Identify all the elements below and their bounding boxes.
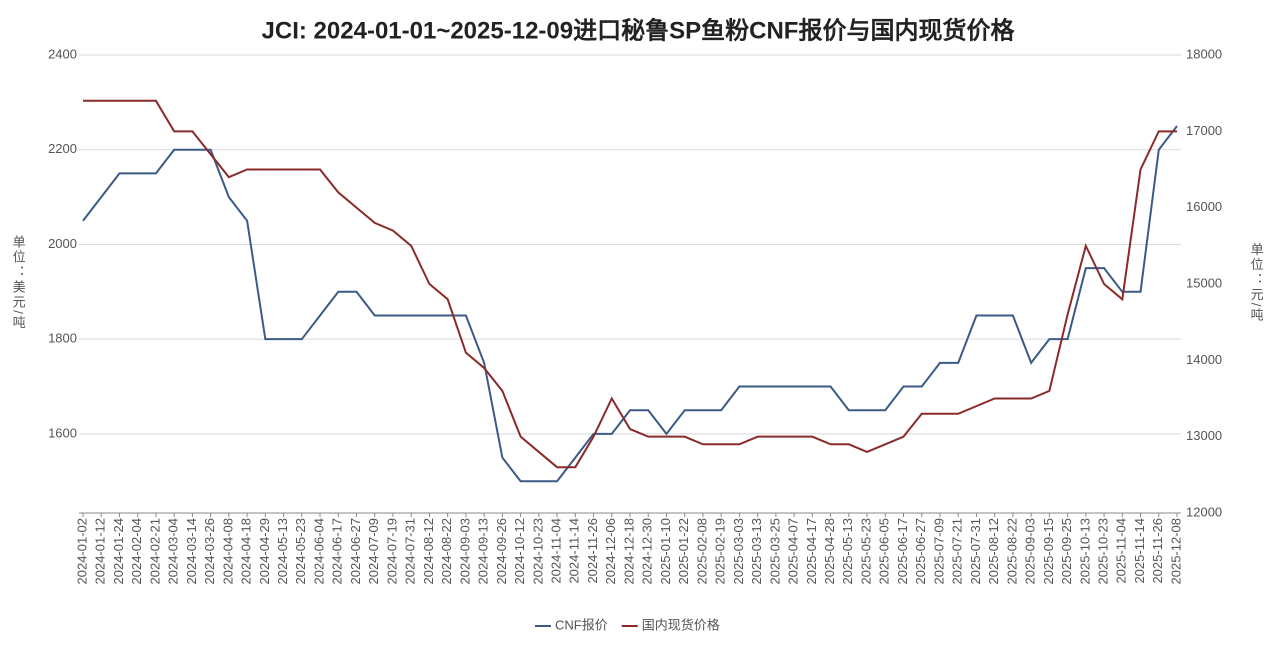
x-tick-label: 2025-07-21 [950, 518, 965, 585]
x-tick-label: 2024-03-04 [166, 518, 181, 585]
x-tick-label: 2025-09-15 [1041, 518, 1056, 585]
x-tick-label: 2024-07-19 [384, 518, 399, 585]
x-tick-label: 2025-05-23 [858, 518, 873, 585]
x-tick-label: 2025-10-13 [1077, 518, 1092, 585]
x-tick-label: 2025-06-27 [913, 518, 928, 585]
x-tick-label: 2025-06-05 [877, 518, 892, 585]
x-tick-label: 2025-04-07 [786, 518, 801, 585]
x-tick-label: 2025-06-17 [895, 518, 910, 585]
x-tick-label: 2024-09-13 [476, 518, 491, 585]
series-line [82, 125, 1178, 483]
x-tick-label: 2024-10-12 [512, 518, 527, 585]
y2-tick-label: 14000 [1186, 352, 1222, 367]
y2-tick-label: 15000 [1186, 275, 1222, 290]
y2-axis-label: 单位：元/吨 [1249, 243, 1264, 324]
x-tick-label: 2025-02-08 [694, 518, 709, 585]
x-tick-label: 2024-06-27 [348, 518, 363, 585]
x-tick-label: 2025-07-31 [968, 518, 983, 585]
x-tick-label: 2025-03-03 [731, 518, 746, 585]
x-tick-label: 2025-09-03 [1023, 518, 1038, 585]
x-tick-label: 2025-03-13 [749, 518, 764, 585]
y2-tick-label: 18000 [1186, 46, 1222, 61]
x-tick-label: 2025-08-12 [986, 518, 1001, 585]
x-tick-label: 2024-12-06 [603, 518, 618, 585]
x-tick-label: 2024-05-23 [293, 518, 308, 585]
legend-label: 国内现货价格 [642, 617, 720, 632]
x-tick-label: 2024-09-03 [457, 518, 472, 585]
x-tick-label: 2024-02-21 [147, 518, 162, 585]
x-tick-label: 2024-03-14 [184, 518, 199, 585]
x-tick-label: 2024-07-31 [403, 518, 418, 585]
x-tick-label: 2024-12-30 [640, 518, 655, 585]
chart-title: JCI: 2024-01-01~2025-12-09进口秘鲁SP鱼粉CNF报价与… [262, 16, 1016, 44]
y-tick-label: 2200 [48, 141, 77, 156]
x-tick-label: 2025-02-19 [713, 518, 728, 585]
y-tick-label: 1600 [48, 425, 77, 440]
x-tick-label: 2025-04-28 [822, 518, 837, 585]
y2-tick-label: 12000 [1186, 504, 1222, 519]
x-tick-label: 2024-11-04 [549, 518, 564, 584]
x-tick-label: 2024-08-22 [439, 518, 454, 585]
legend-label: CNF报价 [555, 617, 608, 632]
x-tick-label: 2025-10-23 [1096, 518, 1111, 585]
series-line [83, 99, 1177, 469]
x-tick-label: 2024-09-26 [494, 518, 509, 585]
x-tick-label: 2025-12-08 [1168, 518, 1183, 585]
x-tick-label: 2025-01-22 [676, 518, 691, 585]
x-tick-label: 2025-07-09 [931, 518, 946, 585]
x-tick-label: 2024-05-13 [275, 518, 290, 585]
x-tick-label: 2025-09-25 [1059, 518, 1074, 585]
x-tick-label: 2025-01-10 [658, 518, 673, 585]
x-tick-label: 2024-01-12 [93, 518, 108, 585]
x-tick-label: 2025-11-04 [1114, 518, 1129, 584]
x-tick-label: 2024-07-09 [366, 518, 381, 585]
x-tick-label: 2024-03-26 [202, 518, 217, 585]
x-tick-label: 2024-04-08 [220, 518, 235, 585]
x-tick-label: 2025-11-14 [1132, 518, 1147, 584]
x-tick-label: 2025-04-17 [804, 518, 819, 585]
x-tick-label: 2024-08-12 [421, 518, 436, 585]
x-tick-label: 2024-01-02 [74, 518, 89, 585]
x-tick-label: 2024-04-29 [257, 518, 272, 585]
x-tick-label: 2024-12-18 [621, 518, 636, 585]
y2-tick-label: 17000 [1186, 123, 1222, 138]
x-tick-label: 2025-03-25 [767, 518, 782, 585]
x-tick-label: 2024-06-04 [311, 518, 326, 585]
x-tick-label: 2025-08-22 [1004, 518, 1019, 585]
x-tick-label: 2024-11-14 [567, 518, 582, 584]
y-tick-label: 2000 [48, 236, 77, 251]
y2-tick-label: 13000 [1186, 428, 1222, 443]
x-tick-label: 2024-02-04 [129, 518, 144, 585]
x-tick-label: 2024-06-17 [330, 518, 345, 585]
y2-tick-label: 16000 [1186, 199, 1222, 214]
y-tick-label: 2400 [48, 46, 77, 61]
x-tick-label: 2024-10-23 [530, 518, 545, 585]
x-tick-label: 2024-01-24 [111, 518, 126, 585]
x-tick-label: 2024-11-26 [585, 518, 600, 584]
y-tick-label: 1800 [48, 331, 77, 346]
x-tick-label: 2025-11-26 [1150, 518, 1165, 584]
y-axis-label: 单位：美元/吨 [11, 235, 26, 331]
x-tick-label: 2024-04-18 [239, 518, 254, 585]
x-tick-label: 2025-05-13 [840, 518, 855, 585]
